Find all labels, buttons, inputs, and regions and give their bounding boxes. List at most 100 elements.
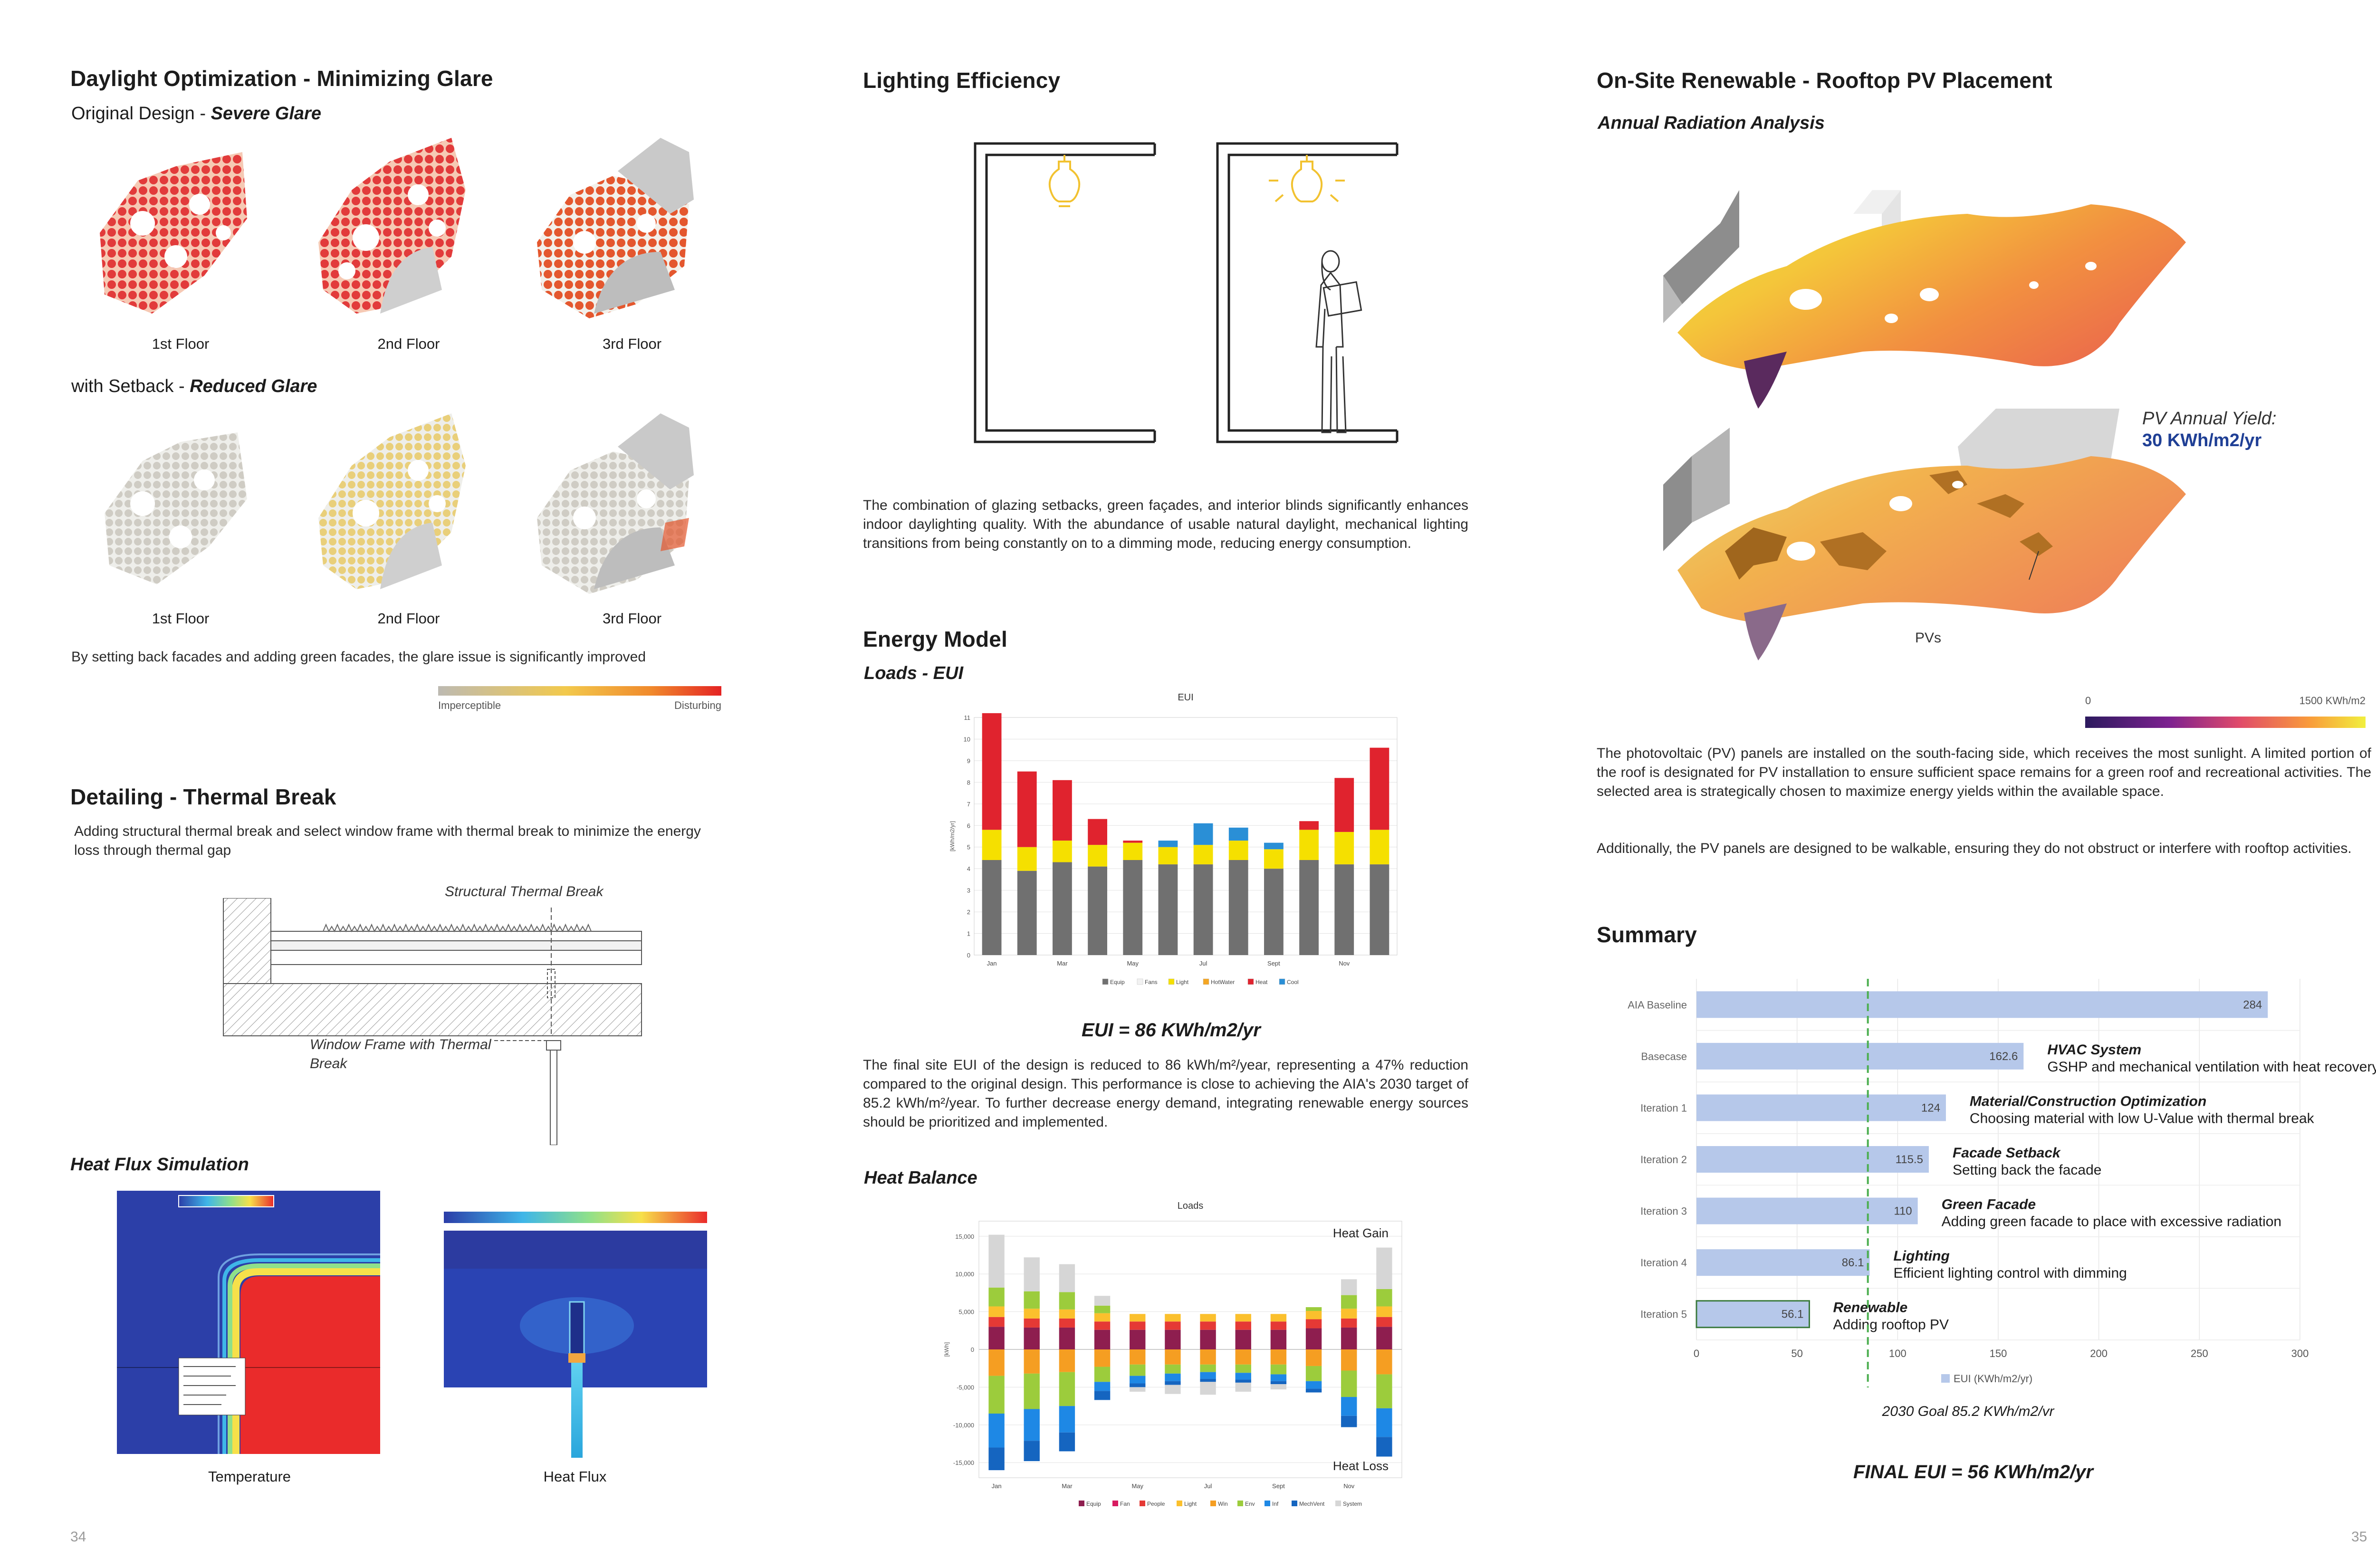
bar-segment-light	[1228, 841, 1248, 860]
bar-segment-light	[1334, 832, 1354, 865]
summary-bar	[1696, 991, 2268, 1018]
bar-segment-system	[1376, 1247, 1392, 1289]
legend-label: People	[1147, 1501, 1165, 1507]
bar-segment-equip	[1299, 860, 1319, 955]
y-tick-label: 11	[964, 714, 971, 721]
plot-frame	[978, 1221, 1402, 1478]
plot-frame	[974, 717, 1398, 956]
radiation-scale-bar	[2085, 717, 2366, 728]
y-tick-label: -15,000	[953, 1459, 974, 1466]
x-tick-label: 150	[1990, 1348, 2007, 1359]
bar-segment-equip	[1341, 1327, 1357, 1349]
annotation-title: HVAC System	[2047, 1042, 2141, 1058]
legend-swatch	[1247, 978, 1254, 985]
radiation-scale-max: 1500 KWh/m2	[2299, 695, 2366, 707]
bar-segment-env	[1235, 1364, 1251, 1373]
bar-segment-system	[1165, 1385, 1181, 1394]
room-dimmed-light	[1216, 142, 1399, 443]
bar-segment-light	[1193, 845, 1213, 865]
bar-segment-light	[1088, 845, 1107, 867]
legend-swatch	[1168, 978, 1175, 985]
legend-swatch	[1177, 1501, 1182, 1506]
pv-subtitle: Annual Radiation Analysis	[1598, 113, 1825, 133]
summary-bar	[1696, 1094, 1946, 1121]
bar-segment-mechvent	[1270, 1381, 1287, 1385]
legend-label: Fan	[1120, 1501, 1130, 1507]
annotation-title: Renewable	[1833, 1300, 1907, 1316]
bar-segment-env	[1341, 1295, 1357, 1309]
person-reading-icon	[1315, 250, 1362, 433]
bar-segment-light	[1158, 847, 1178, 865]
category-label: AIA Baseline	[1628, 999, 1687, 1011]
x-tick-label: 50	[1791, 1348, 1802, 1359]
bar-segment-light	[1235, 1314, 1251, 1322]
annotation-title: Green Facade	[1942, 1197, 2036, 1213]
y-tick-label: 8	[967, 779, 970, 786]
annotation-text: Setting back the facade	[1953, 1162, 2102, 1178]
floor-caption-1: 1st Floor	[152, 335, 210, 352]
bar-segment-system	[1094, 1296, 1111, 1306]
bar-segment-light	[1270, 1314, 1287, 1322]
y-axis-label: [kWh]	[943, 1342, 950, 1357]
bar-segment-inf	[1341, 1397, 1357, 1416]
bar-segment-win	[1024, 1349, 1040, 1374]
bar-segment-mechvent	[1200, 1378, 1216, 1382]
pvs-label: PVs	[1915, 630, 1942, 646]
bar-segment-inf	[1094, 1382, 1111, 1391]
bar-segment-system	[1200, 1382, 1216, 1395]
plan-severe-3	[537, 138, 694, 318]
y-tick-label: 0	[971, 1346, 974, 1353]
plan-severe-1	[100, 152, 247, 314]
window-frame-label-2: Break	[310, 1056, 347, 1071]
bar-segment-light	[1200, 1314, 1216, 1322]
bar-segment-heat	[982, 713, 1002, 830]
thermal-break-detail	[223, 898, 642, 1145]
legend-swatch	[1102, 978, 1109, 985]
bar-segment-equip	[1200, 1329, 1216, 1349]
bar-segment-light	[1024, 1309, 1040, 1319]
bar-segment-light	[1053, 841, 1072, 862]
pv-desc-1: The photovoltaic (PV) panels are install…	[1597, 746, 2371, 799]
bar-value-label: 115.5	[1896, 1153, 1923, 1166]
bar-segment-inf	[1235, 1373, 1251, 1380]
thermal-desc: Adding structural thermal break and sele…	[74, 823, 701, 858]
legend-label: Light	[1184, 1501, 1197, 1507]
bar-segment-light	[1264, 849, 1284, 869]
struct-thermal-label: Structural Thermal Break	[445, 884, 604, 899]
heatflux-caption: Heat Flux	[543, 1468, 607, 1485]
bar-segment-inf	[1059, 1406, 1075, 1433]
legend-label: Cool	[1287, 979, 1299, 985]
y-tick-label: 10,000	[955, 1271, 974, 1278]
window-frame-label-1: Window Frame with Thermal	[310, 1037, 491, 1052]
bar-segment-win	[988, 1349, 1005, 1376]
legend-swatch	[1941, 1374, 1950, 1383]
category-label: Iteration 2	[1640, 1154, 1687, 1166]
annotation-text: Adding rooftop PV	[1833, 1317, 1949, 1333]
bar-segment-inf	[1200, 1372, 1216, 1379]
bar-segment-win	[1200, 1349, 1216, 1365]
bar-segment-people	[1200, 1321, 1216, 1330]
annotation-text: Choosing material with low U-Value with …	[1970, 1110, 2315, 1126]
legend-swatch	[1210, 1501, 1216, 1506]
y-tick-label: 1	[967, 930, 970, 937]
bar-segment-mechvent	[1341, 1415, 1357, 1427]
y-tick-label: 2	[967, 908, 970, 916]
setback-emph: Reduced Glare	[190, 376, 317, 396]
bar-segment-mechvent	[1305, 1388, 1322, 1393]
summary-bar	[1696, 1146, 1929, 1173]
pv-yield-label: PV Annual Yield:	[2142, 409, 2277, 429]
plan-reduced-2	[318, 413, 466, 589]
legend-swatch	[1137, 978, 1143, 985]
y-tick-label: 3	[967, 887, 970, 894]
bar-segment-light	[1341, 1309, 1357, 1319]
annotation-heat-gain: Heat Gain	[1333, 1226, 1389, 1240]
legend-label: Inf	[1272, 1501, 1279, 1507]
bar-segment-env	[1341, 1370, 1357, 1397]
bar-segment-equip	[1053, 862, 1072, 955]
bar-segment-light	[988, 1306, 1005, 1317]
bar-segment-light	[1376, 1306, 1392, 1317]
heatflux-title: Heat Flux Simulation	[70, 1155, 249, 1175]
x-tick-label: 0	[1694, 1348, 1699, 1359]
bar-segment-env	[1130, 1364, 1146, 1376]
x-tick-label: Jan	[987, 960, 997, 967]
